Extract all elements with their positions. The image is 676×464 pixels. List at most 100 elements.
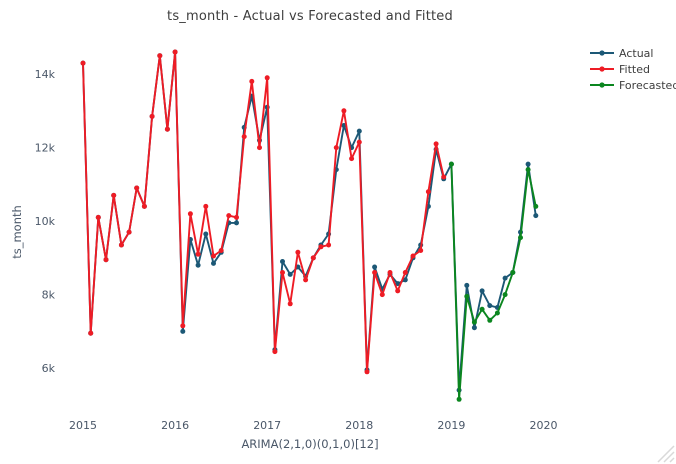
data-point-marker — [372, 264, 378, 270]
data-point-marker — [234, 214, 239, 220]
data-point-marker — [533, 213, 539, 219]
data-point-marker — [356, 139, 362, 145]
data-point-marker — [234, 220, 239, 226]
legend-item-fitted[interactable]: Fitted — [589, 61, 676, 77]
data-point-marker — [318, 244, 324, 250]
data-point-marker — [433, 141, 439, 147]
data-point-marker — [418, 248, 424, 253]
data-point-marker — [218, 248, 224, 253]
x-tick-label: 2017 — [253, 419, 281, 432]
data-point-marker — [280, 270, 285, 275]
data-point-marker — [164, 126, 170, 132]
data-point-marker — [80, 60, 86, 66]
data-point-marker — [111, 192, 117, 198]
legend-label: Actual — [619, 46, 654, 60]
data-point-marker — [518, 235, 523, 241]
data-point-marker — [487, 303, 493, 309]
data-point-marker — [395, 281, 401, 287]
legend-marker-icon — [590, 82, 614, 88]
data-point-marker — [180, 328, 186, 334]
resize-grip-icon[interactable] — [657, 445, 675, 463]
legend-item-forecasted[interactable]: Forecasted — [589, 77, 676, 93]
data-point-marker — [349, 156, 355, 162]
data-point-marker — [126, 229, 132, 235]
data-point-marker — [226, 213, 232, 219]
data-point-marker — [211, 253, 216, 259]
x-tick-label: 2018 — [345, 419, 373, 432]
data-point-marker — [471, 325, 477, 331]
data-point-marker — [211, 260, 216, 266]
data-point-marker — [310, 255, 316, 261]
series-actual — [80, 49, 539, 393]
data-point-marker — [494, 310, 500, 316]
data-point-marker — [326, 242, 332, 248]
data-point-marker — [157, 53, 163, 59]
data-point-marker — [333, 145, 339, 151]
legend-label: Fitted — [619, 62, 650, 76]
data-point-marker — [387, 270, 393, 275]
data-point-marker — [533, 203, 539, 209]
series-line — [82, 51, 537, 392]
data-point-marker — [395, 288, 401, 294]
y-tick-label: 8k — [42, 289, 56, 302]
data-point-marker — [195, 262, 201, 268]
y-tick-label: 14k — [35, 68, 56, 81]
series-fitted — [80, 49, 447, 375]
data-point-marker — [464, 293, 470, 299]
data-point-marker — [525, 167, 531, 173]
data-point-marker — [402, 277, 408, 283]
series-line — [450, 164, 537, 401]
data-point-marker — [187, 211, 193, 217]
chart-title: ts_month - Actual vs Forecasted and Fitt… — [167, 9, 453, 24]
data-point-marker — [287, 301, 293, 307]
legend-marker-icon — [590, 66, 614, 72]
data-point-marker — [410, 253, 416, 259]
data-point-marker — [479, 288, 485, 294]
data-point-marker — [272, 349, 278, 355]
data-point-marker — [95, 214, 101, 220]
data-point-marker — [134, 185, 140, 191]
legend: Actual Fitted Forecasted — [589, 45, 676, 93]
data-point-marker — [364, 369, 370, 375]
data-point-marker — [195, 251, 201, 257]
y-tick-label: 12k — [35, 142, 56, 155]
x-axis-title: ARIMA(2,1,0)(0,1,0)[12] — [241, 437, 379, 451]
data-point-marker — [402, 270, 408, 275]
data-point-marker — [303, 277, 309, 283]
y-tick-label: 6k — [42, 362, 56, 375]
data-point-marker — [448, 161, 454, 167]
data-point-marker — [471, 319, 477, 325]
data-point-marker — [257, 145, 262, 151]
y-axis-title: ts_month — [10, 205, 24, 259]
data-point-marker — [425, 189, 431, 195]
data-point-marker — [341, 108, 347, 114]
data-point-marker — [141, 203, 147, 209]
data-point-marker — [356, 128, 362, 134]
data-point-marker — [172, 49, 178, 55]
data-point-marker — [241, 134, 247, 140]
data-point-marker — [295, 249, 301, 255]
x-tick-label: 2015 — [69, 419, 97, 432]
data-point-marker — [264, 75, 270, 81]
data-point-marker — [280, 259, 285, 264]
data-point-marker — [88, 330, 94, 336]
data-point-marker — [103, 257, 109, 263]
data-point-marker — [464, 282, 470, 288]
x-tick-label: 2019 — [437, 419, 465, 432]
data-point-marker — [456, 396, 462, 402]
data-point-marker — [180, 323, 186, 329]
data-point-marker — [479, 306, 485, 312]
data-point-marker — [203, 231, 209, 237]
data-point-marker — [525, 161, 531, 167]
series-forecasted — [448, 161, 539, 402]
x-tick-label: 2020 — [530, 419, 558, 432]
legend-marker-icon — [590, 50, 614, 56]
data-point-marker — [203, 203, 209, 209]
data-point-marker — [441, 174, 447, 180]
x-tick-label: 2016 — [161, 419, 189, 432]
legend-label: Forecasted — [619, 78, 676, 92]
legend-item-actual[interactable]: Actual — [589, 45, 676, 61]
data-point-marker — [287, 271, 293, 277]
data-point-marker — [372, 270, 378, 275]
